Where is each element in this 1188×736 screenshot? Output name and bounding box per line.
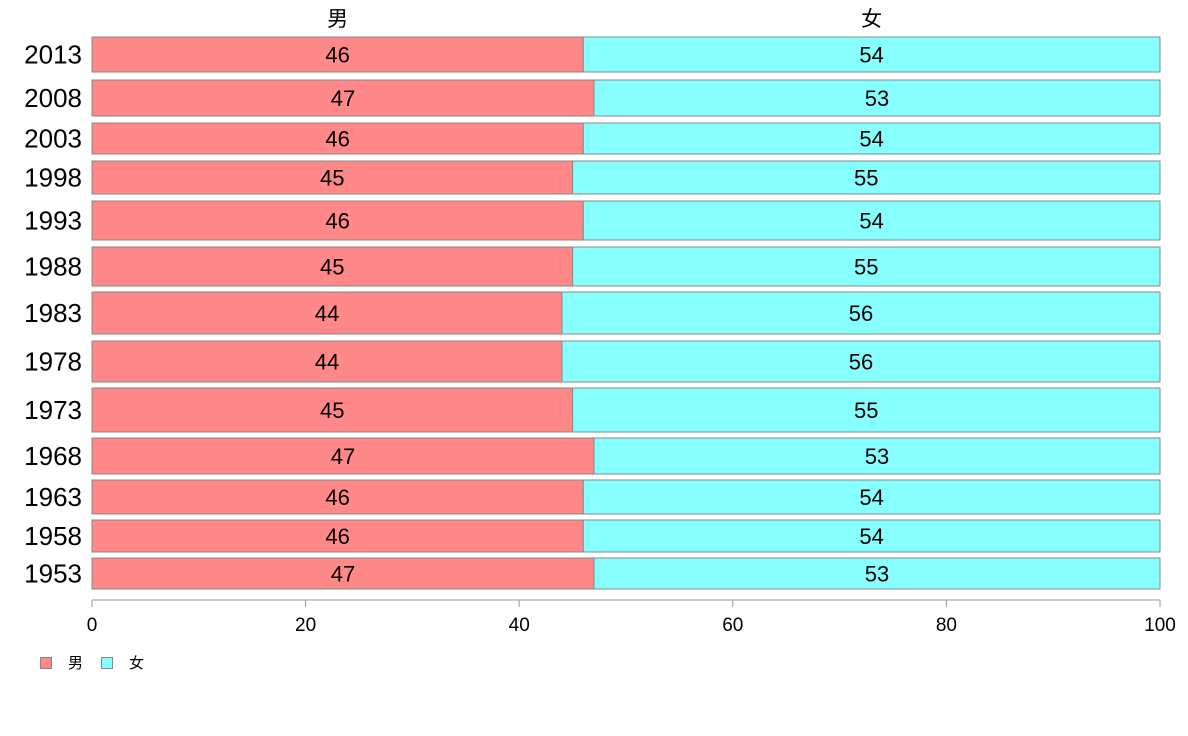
- x-tick-label-80: 80: [936, 615, 957, 636]
- data-label-male-1953: 47: [331, 562, 355, 587]
- bar-female-2013: [582, 36, 1161, 73]
- bar-male-1998: [91, 160, 574, 195]
- y-tick-label-2013: 2013: [24, 40, 82, 70]
- y-tick-label-1968: 1968: [24, 441, 82, 471]
- bar-female-1958: [582, 519, 1161, 553]
- legend-label-female: 女: [129, 654, 145, 672]
- bar-female-1953: [593, 557, 1161, 590]
- bar-female-1998: [572, 160, 1161, 195]
- y-tick-label-2008: 2008: [24, 83, 82, 113]
- bar-male-1983: [91, 291, 563, 335]
- bar-male-1953: [91, 557, 595, 590]
- x-tick-label-0: 0: [87, 615, 98, 636]
- data-label-female-2013: 54: [859, 43, 883, 68]
- data-label-male-1968: 47: [331, 444, 355, 469]
- bar-female-2008: [593, 79, 1161, 117]
- data-label-female-2003: 54: [859, 127, 883, 152]
- legend-label-male: 男: [68, 654, 84, 672]
- y-tick-label-1958: 1958: [24, 521, 82, 551]
- y-tick-label-1993: 1993: [24, 206, 82, 236]
- y-tick-label-2003: 2003: [24, 124, 82, 154]
- bar-male-1963: [91, 479, 584, 515]
- x-tick-label-60: 60: [722, 615, 743, 636]
- data-label-female-2008: 53: [865, 86, 889, 111]
- data-label-female-1998: 55: [854, 166, 878, 191]
- legend-item-male: 男: [40, 652, 83, 673]
- data-label-female-1983: 56: [849, 301, 873, 326]
- series-header-female: 女: [861, 8, 882, 31]
- bar-female-1978: [561, 340, 1161, 383]
- x-tick-label-20: 20: [295, 615, 316, 636]
- y-tick-label-1963: 1963: [24, 482, 82, 512]
- data-label-female-1988: 55: [854, 255, 878, 280]
- x-tick-label-40: 40: [509, 615, 530, 636]
- data-label-male-1958: 46: [325, 524, 349, 549]
- bar-female-2003: [582, 122, 1161, 155]
- data-label-male-1963: 46: [325, 485, 349, 510]
- data-label-female-1978: 56: [849, 350, 873, 375]
- y-tick-label-1973: 1973: [24, 395, 82, 425]
- data-label-male-1998: 45: [320, 166, 344, 191]
- bar-male-2008: [91, 79, 595, 117]
- bar-female-1993: [582, 200, 1161, 241]
- data-label-male-1983: 44: [315, 301, 339, 326]
- data-label-female-1953: 53: [865, 562, 889, 587]
- series-header-male: 男: [327, 8, 348, 31]
- data-label-male-2013: 46: [325, 43, 349, 68]
- bar-female-1973: [572, 387, 1161, 433]
- y-tick-label-1953: 1953: [24, 559, 82, 589]
- data-label-male-1973: 45: [320, 398, 344, 423]
- data-label-female-1963: 54: [859, 485, 883, 510]
- y-tick-label-1988: 1988: [24, 252, 82, 282]
- data-label-male-1988: 45: [320, 255, 344, 280]
- data-label-female-1968: 53: [865, 444, 889, 469]
- bar-male-1973: [91, 387, 574, 433]
- legend-swatch-female: [101, 656, 114, 669]
- data-label-male-1993: 46: [325, 209, 349, 234]
- bar-female-1968: [593, 437, 1161, 475]
- bar-female-1988: [572, 246, 1161, 287]
- x-tick-label-100: 100: [1144, 615, 1176, 636]
- y-tick-label-1998: 1998: [24, 163, 82, 193]
- bar-male-2003: [91, 122, 584, 155]
- bar-male-1958: [91, 519, 584, 553]
- data-label-female-1973: 55: [854, 398, 878, 423]
- bar-female-1963: [582, 479, 1161, 515]
- legend-swatch-male: [40, 656, 52, 669]
- data-label-male-2008: 47: [331, 86, 355, 111]
- legend-item-female: 女: [101, 652, 144, 673]
- y-tick-label-1978: 1978: [24, 347, 82, 377]
- data-label-male-1978: 44: [315, 350, 339, 375]
- bar-male-1968: [91, 437, 595, 475]
- data-label-female-1993: 54: [859, 209, 883, 234]
- legend: 男 女: [40, 652, 162, 673]
- y-tick-label-1983: 1983: [24, 298, 82, 328]
- bar-male-2013: [91, 36, 584, 73]
- bar-male-1993: [91, 200, 584, 241]
- data-label-male-2003: 46: [325, 127, 349, 152]
- data-label-female-1958: 54: [859, 524, 883, 549]
- bar-female-1983: [561, 291, 1161, 335]
